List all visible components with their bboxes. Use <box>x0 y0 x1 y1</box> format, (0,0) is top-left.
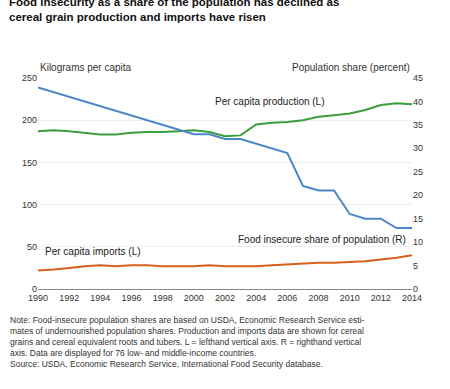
svg-text:2010: 2010 <box>340 293 360 303</box>
svg-text:200: 200 <box>22 115 37 125</box>
svg-text:1994: 1994 <box>90 293 110 303</box>
svg-text:150: 150 <box>22 158 37 168</box>
svg-text:1990: 1990 <box>28 293 48 303</box>
svg-text:30: 30 <box>413 143 423 153</box>
svg-text:2002: 2002 <box>215 293 235 303</box>
svg-text:2014: 2014 <box>402 293 422 303</box>
svg-text:50: 50 <box>27 242 37 252</box>
svg-text:Food insecure share of populat: Food insecure share of population (R) <box>238 234 406 245</box>
svg-text:20: 20 <box>413 190 423 200</box>
svg-text:Per capita imports (L): Per capita imports (L) <box>45 246 141 257</box>
svg-text:100: 100 <box>22 200 37 210</box>
svg-text:15: 15 <box>413 214 423 224</box>
svg-text:10: 10 <box>413 237 423 247</box>
svg-text:25: 25 <box>413 167 423 177</box>
svg-text:2006: 2006 <box>277 293 297 303</box>
svg-text:0: 0 <box>413 284 418 294</box>
svg-text:35: 35 <box>413 120 423 130</box>
svg-text:Population share (percent): Population share (percent) <box>292 62 410 73</box>
svg-text:1996: 1996 <box>121 293 141 303</box>
svg-text:40: 40 <box>413 97 423 107</box>
svg-text:Per capita production (L): Per capita production (L) <box>215 96 325 107</box>
svg-text:2004: 2004 <box>246 293 266 303</box>
svg-text:2000: 2000 <box>184 293 204 303</box>
svg-text:5: 5 <box>413 261 418 271</box>
svg-text:Food insecurity as a share of: Food insecurity as a share of the popula… <box>9 0 339 23</box>
svg-text:Kilograms per capita: Kilograms per capita <box>40 62 132 73</box>
svg-text:2012: 2012 <box>371 293 391 303</box>
svg-text:1998: 1998 <box>153 293 173 303</box>
svg-text:0: 0 <box>32 284 37 294</box>
svg-text:Note: Food-insecure population: Note: Food-insecure population shares ar… <box>10 315 365 369</box>
svg-text:2008: 2008 <box>308 293 328 303</box>
svg-text:250: 250 <box>22 73 37 83</box>
svg-text:45: 45 <box>413 73 423 83</box>
svg-text:1992: 1992 <box>59 293 79 303</box>
